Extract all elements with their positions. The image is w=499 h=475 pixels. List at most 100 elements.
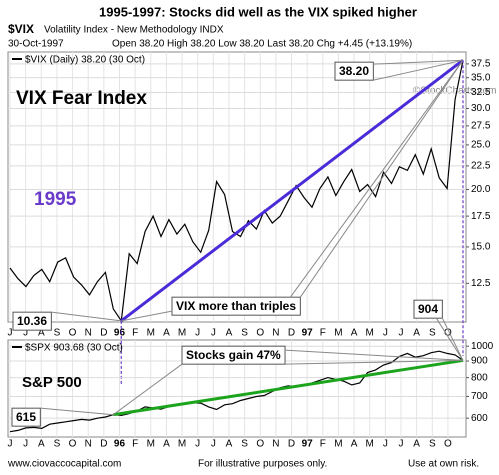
quote: Open 38.20 High 38.20 Low 38.20 Last 38.… [112,39,412,50]
x-tick-label: M [178,328,186,339]
callout-box [11,407,41,427]
x-tick-label: A [163,328,170,339]
x-tick-label: J [399,328,404,339]
callout-box [413,299,443,319]
callout-box [334,61,374,81]
price-line [9,350,464,433]
callout-line [40,407,114,416]
x-tick-label: O [444,439,452,450]
x-tick-label: O [256,439,264,450]
x-tick-label: S [429,328,436,339]
x-tick-label: D [288,439,295,450]
description: Volatility Index - New Methodology INDX [44,25,224,36]
x-tick-label: A [38,439,45,450]
x-tick-label: A [351,328,358,339]
y-tick-label: 700 [471,391,488,402]
x-tick-label: F [320,328,326,339]
x-tick-label: O [69,328,77,339]
callout-line [51,311,122,322]
legend: $VIX (Daily) 38.20 (30 Oct) [25,55,145,66]
y-tick-label: 37.5 [471,59,491,70]
x-tick-label: F [320,439,326,450]
panel-frame [7,339,467,438]
callout-box [181,345,286,365]
callout-line [289,59,464,298]
callout-line [435,317,464,361]
x-tick-label: J [399,439,404,450]
x-tick-label: A [226,439,233,450]
x-tick-label: A [38,328,45,339]
callout-line [113,363,183,416]
callout-line [373,59,464,81]
x-tick-label: A [351,439,358,450]
x-tick-label: F [132,328,138,339]
x-tick-label: S [429,439,436,450]
legend: $SPX 903.68 (30 Oct) [25,343,123,354]
callout-label: 10.36 [17,314,47,328]
x-tick-label: 97 [302,328,314,339]
date: 30-Oct-1997 [8,39,64,50]
x-tick-label: N [85,328,92,339]
callout-box [12,311,52,331]
footer-risk: Use at own risk. [408,459,479,470]
footer-note: For illustrative purposes only. [198,459,327,470]
y-tick-label: 900 [471,356,488,367]
callout-line [285,359,464,365]
y-tick-label: 17.5 [471,211,491,222]
callout-line [285,349,464,361]
x-tick-label: O [444,328,452,339]
trendline [113,358,464,417]
trendline [120,59,464,323]
x-tick-label: A [413,439,420,450]
title: 1995-1997: Stocks did well as the VIX sp… [99,4,417,19]
y-tick-label: 15.0 [471,242,491,253]
x-tick-label: 96 [114,328,126,339]
x-tick-label: S [241,439,248,450]
x-tick-label: J [195,328,200,339]
x-tick-label: M [147,439,155,450]
x-tick-label: D [100,328,107,339]
x-tick-label: M [178,439,186,450]
callout-line [373,59,464,65]
symbol: $VIX [8,22,34,36]
y-tick-label: 12.5 [471,278,491,289]
callout-line [299,59,464,298]
x-tick-label: D [100,439,107,450]
x-tick-label: J [211,439,216,450]
x-tick-label: M [334,439,342,450]
callout-line [121,310,173,322]
panel-heading: VIX Fear Index [16,88,147,109]
callout-box [171,296,301,316]
x-tick-label: S [54,328,61,339]
panel-heading: S&P 500 [22,374,82,391]
x-tick-label: N [85,439,92,450]
y-tick-label: 27.5 [471,120,491,131]
y-tick-label: 800 [471,372,488,383]
x-tick-label: A [163,439,170,450]
x-tick-label: A [226,328,233,339]
x-tick-label: J [8,439,13,450]
x-tick-label: S [241,328,248,339]
x-tick-label: J [23,328,28,339]
x-tick-label: S [54,439,61,450]
x-tick-label: J [383,439,388,450]
y-tick-label: 22.5 [471,161,491,172]
y-tick-label: 30.0 [471,103,491,114]
x-tick-label: A [413,328,420,339]
x-tick-label: 96 [114,439,126,450]
y-tick-label: 1000 [471,341,494,352]
x-tick-label: N [272,439,279,450]
footer-site: www.ciovaccocapital.com [7,459,121,470]
x-tick-label: J [211,328,216,339]
x-tick-label: M [366,439,374,450]
x-tick-label: J [383,328,388,339]
y-tick-label: 32.5 [471,87,491,98]
x-tick-label: J [8,328,13,339]
x-tick-label: F [132,439,138,450]
x-tick-label: M [334,328,342,339]
y-tick-label: 25.0 [471,140,491,151]
callout-label: 615 [16,410,36,424]
x-tick-label: J [23,439,28,450]
